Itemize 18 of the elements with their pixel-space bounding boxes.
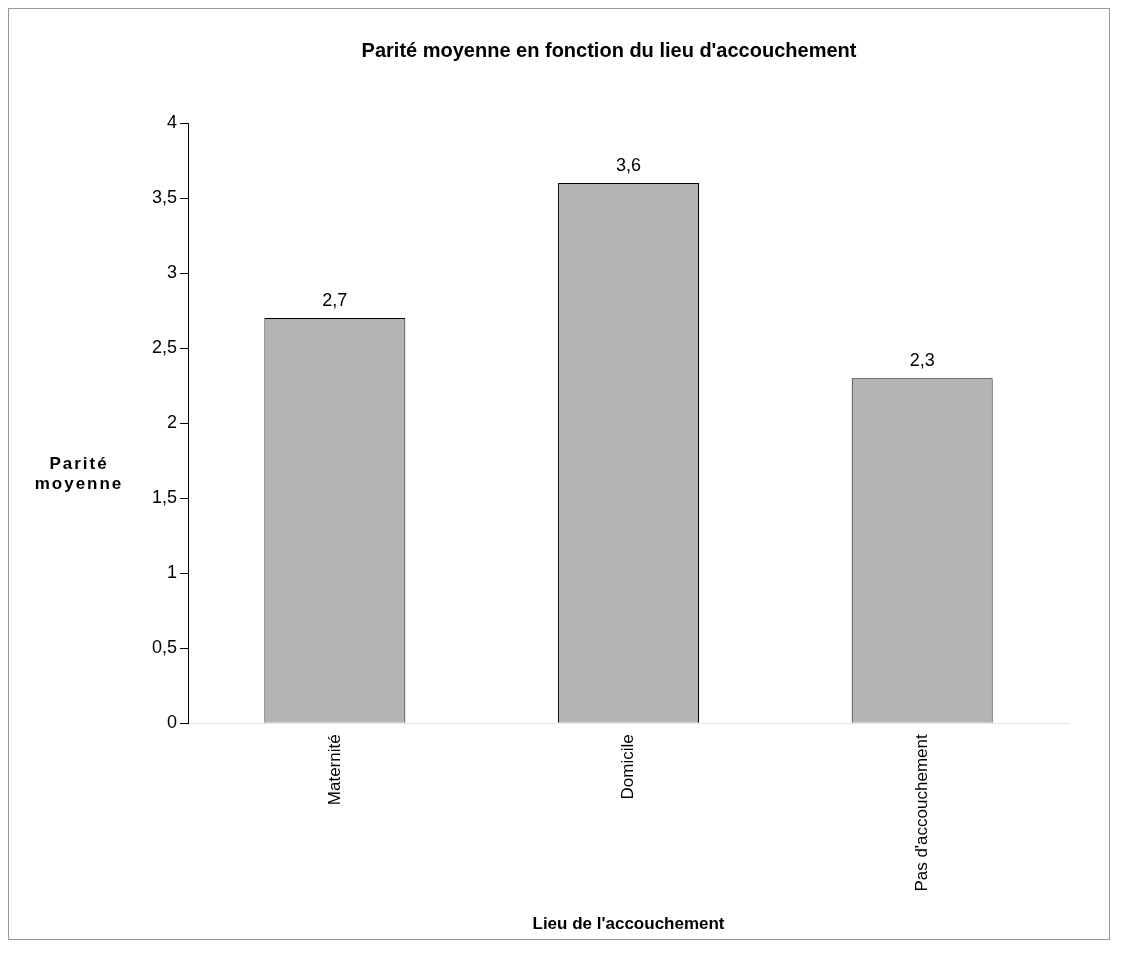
y-tick-label: 1,5 [151, 487, 178, 508]
data-label: 2,3 [909, 350, 935, 371]
y-tick-label: 3 [167, 262, 178, 283]
x-tick-label: Pas d'accouchement [911, 734, 931, 892]
y-tick-label: 1 [167, 562, 178, 583]
y-tick-label: 0 [167, 712, 178, 733]
y-tick-label: 2,5 [151, 337, 178, 358]
x-tick-label: Maternité [324, 734, 344, 806]
y-tick-label: 4 [167, 111, 178, 132]
y-axis-title: Parité moyenne [33, 454, 125, 494]
x-axis-title: Lieu de l'accouchement [532, 914, 725, 934]
y-tick-label: 2 [167, 412, 178, 433]
data-label: 3,6 [616, 155, 642, 175]
chart-title: Parité moyenne en fonction du lieu d'accouchement [361, 38, 857, 61]
y-tick-label: 0,5 [151, 637, 178, 658]
y-tick-label: 3,5 [151, 187, 178, 208]
data-label: 2,7 [322, 290, 348, 311]
x-tick-label: Domicile [618, 734, 638, 800]
